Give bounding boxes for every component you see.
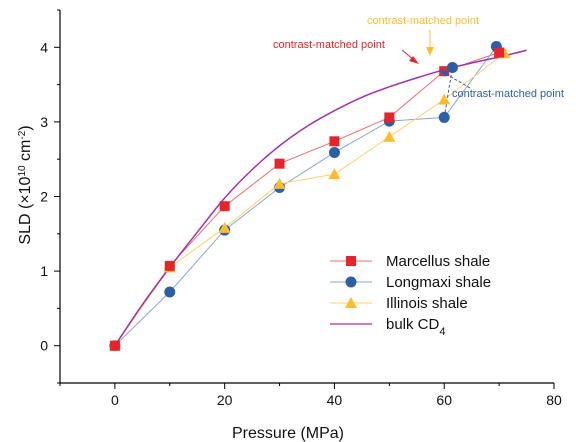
legend-marker-marcellus	[346, 256, 356, 266]
legend-label-bulk-cd4: bulk CD4	[386, 316, 445, 338]
marker-triangle	[273, 177, 286, 189]
marker-square	[219, 201, 230, 212]
y-axis-title-prefix: SLD (×10	[17, 176, 34, 244]
legend: Marcellus shale Longmaxi shale Illinois …	[330, 253, 491, 338]
y-axis-title-suffix: )	[17, 125, 34, 130]
y-axis-title-sup1: 10	[17, 165, 28, 177]
x-tick-label: 60	[436, 392, 452, 408]
marker-triangle	[383, 130, 396, 142]
y-axis-title: SLD (×1010 cm-2)	[17, 125, 35, 244]
x-axis-title: Pressure (MPa)	[232, 425, 344, 442]
legend-marker-illinois	[345, 297, 357, 308]
plot-lines	[114, 46, 527, 347]
y-tick-label: 2	[40, 189, 48, 205]
marker-square	[164, 260, 175, 271]
legend-label-bulk-cd4-sub: 4	[439, 326, 445, 338]
legend-marker-longmaxi	[345, 276, 357, 288]
x-tick-label: 40	[327, 392, 343, 408]
annotation-marcellus: contrast-matched point	[273, 39, 385, 51]
marker-square	[494, 47, 505, 58]
legend-label-illinois: Illinois shale	[386, 295, 468, 312]
marker-circle	[328, 146, 340, 158]
annotation-longmaxi: contrast-matched point	[452, 88, 564, 100]
series-line-3	[114, 49, 527, 347]
marker-triangle	[438, 93, 451, 105]
y-axis-title-mid: cm	[17, 140, 34, 166]
x-tick-label: 20	[217, 392, 233, 408]
axes: 0 20 40 60 80 0 1 2 3 4	[40, 9, 562, 408]
marker-square	[329, 136, 340, 147]
annotation-illinois-arrowhead	[426, 47, 434, 56]
plot-markers	[108, 41, 511, 352]
y-tick-label: 3	[40, 114, 48, 130]
legend-label-bulk-cd4-main: bulk CD	[386, 316, 440, 333]
x-tick-label: 0	[111, 392, 119, 408]
y-tick-label: 1	[40, 263, 48, 279]
annotation-marcellus-arrowhead	[409, 56, 419, 64]
annotation-illinois: contrast-matched point	[367, 15, 479, 27]
marker-square	[384, 112, 395, 123]
marker-circle	[164, 286, 176, 298]
legend-label-marcellus: Marcellus shale	[386, 253, 490, 270]
marker-square	[274, 158, 285, 169]
y-tick-label: 0	[40, 338, 48, 354]
series-line-2	[114, 52, 505, 346]
y-axis-title-sup2: -2	[17, 130, 28, 139]
marker-square	[109, 340, 120, 351]
annotation-longmaxi-arrowhead	[439, 70, 449, 77]
marker-contrast-matched	[446, 61, 458, 73]
x-tick-label: 80	[546, 392, 562, 408]
marker-circle	[438, 111, 450, 123]
marker-triangle	[328, 168, 341, 180]
series-line-1	[114, 46, 497, 347]
annotations: contrast-matched point contrast-matched …	[273, 15, 564, 100]
y-tick-label: 4	[40, 39, 48, 55]
legend-label-longmaxi: Longmaxi shale	[386, 274, 491, 291]
connector-line-0	[443, 67, 453, 118]
marker-triangle	[218, 221, 231, 233]
